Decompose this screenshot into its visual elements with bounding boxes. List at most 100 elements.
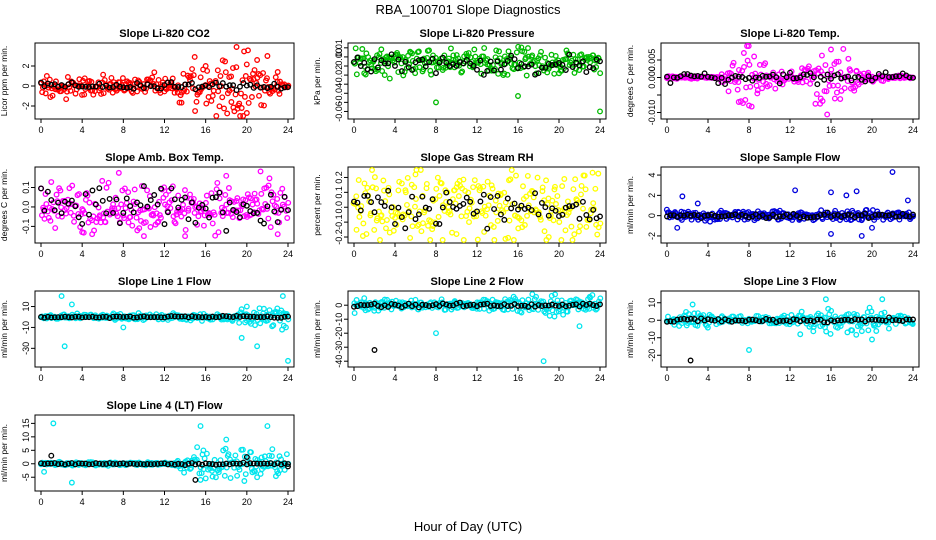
data-point [199,201,206,208]
data-point [594,231,601,238]
data-point [238,105,245,111]
data-point [250,210,257,217]
data-point [219,94,226,101]
y-axis-label: ml/min per min. [0,300,9,358]
data-point [197,423,204,430]
data-point [851,316,858,323]
data-point [125,189,132,196]
data-point [578,191,584,198]
y-tick-label: 0 [334,303,344,308]
data-point [419,301,426,308]
data-point [824,209,831,216]
data-point [477,184,483,191]
data-point [134,88,141,95]
data-point [698,73,705,80]
data-point [43,73,50,79]
panel-title: Slope Gas Stream RH [420,152,533,164]
y-tick-label: -2 [647,232,657,240]
data-point [831,72,838,79]
data-point [361,180,368,187]
data-point [204,67,211,74]
data-point [412,203,418,210]
data-point [395,56,402,63]
data-point [199,83,206,90]
data-point [722,213,729,220]
panel-1: Slope Li-820 CO2 0 4 8 12 16 20 24 -2 0 2 Licor ppm… [0,28,295,135]
data-point [578,182,585,189]
x-tick-label: 20 [554,249,564,259]
data-point [456,59,463,65]
data-point [886,74,893,81]
data-point [383,217,390,224]
data-point [195,204,202,211]
data-point [199,317,205,324]
data-point [380,177,387,184]
data-point [754,90,761,97]
data-point [783,74,790,81]
data-point [233,209,240,216]
data-point [560,311,567,318]
data-point [528,61,535,68]
data-point [215,469,222,476]
data-point [422,63,429,70]
data-point [159,82,166,89]
data-point [48,452,55,459]
data-point [597,295,604,302]
data-point [773,74,780,81]
data-point [470,184,477,191]
data-point [154,201,161,208]
data-point [732,73,739,79]
data-point [534,174,541,181]
data-point [140,183,147,190]
data-point [392,62,398,69]
data-point [246,75,253,82]
y-tick-label: 10 [647,298,657,308]
data-point [285,207,291,214]
data-point [474,208,480,215]
y-tick-label: 0.1 [21,181,31,194]
data-point [455,193,462,200]
data-point [742,76,749,83]
data-point [429,226,436,233]
data-point [879,317,886,324]
data-point [453,231,460,237]
data-point [747,83,754,90]
data-point [243,61,250,68]
data-point [257,314,264,320]
data-point [226,199,233,206]
data-point [467,302,474,308]
panel-title: Slope Li-820 CO2 [119,28,209,40]
data-point [443,189,450,196]
x-tick-label: 12 [159,125,169,135]
x-tick-label: 4 [80,497,85,507]
data-point [49,92,56,99]
data-point [225,451,232,458]
data-point [264,205,271,212]
x-tick-label: 12 [472,125,482,135]
panel-title: Slope Li-820 Temp. [740,28,839,40]
data-point [105,179,112,186]
x-tick-label: 20 [867,125,877,135]
data-point [256,92,262,99]
data-point [458,213,465,220]
data-point [171,196,178,203]
data-point [44,313,51,320]
data-point [192,219,199,226]
data-point [523,72,530,79]
data-point [409,193,416,200]
data-point [697,312,704,319]
data-point [582,186,589,193]
data-point [57,187,64,194]
data-point [383,225,389,232]
data-point [872,74,879,81]
y-tick-label: -30 [21,342,31,355]
data-point [556,219,563,225]
data-point [420,220,426,227]
data-point [134,461,141,468]
data-point [251,67,258,73]
data-point [237,83,243,90]
data-point [828,46,834,53]
data-point [506,217,513,224]
data-point [388,204,395,211]
data-point [234,195,241,202]
